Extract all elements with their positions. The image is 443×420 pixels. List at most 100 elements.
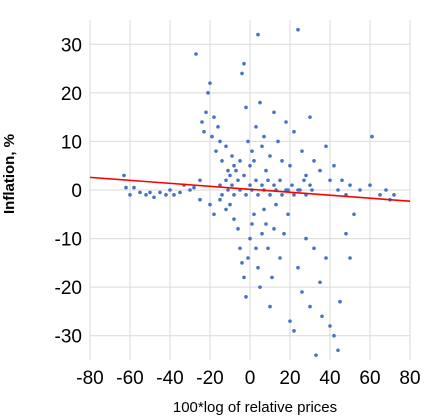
data-point <box>348 183 352 187</box>
data-point <box>232 193 236 197</box>
data-point <box>312 159 316 163</box>
data-point <box>290 183 294 187</box>
data-point <box>348 256 352 260</box>
data-point <box>158 190 162 195</box>
data-point <box>232 163 236 168</box>
data-point <box>224 207 228 212</box>
data-point <box>238 159 242 163</box>
data-point <box>230 183 234 187</box>
data-point <box>274 202 278 207</box>
data-point <box>132 185 136 190</box>
data-point <box>220 159 224 163</box>
data-point <box>260 144 264 149</box>
data-point <box>254 178 258 183</box>
data-point <box>128 193 132 197</box>
data-point <box>198 197 202 202</box>
data-point <box>138 190 142 195</box>
data-point <box>336 188 340 192</box>
data-point <box>272 110 276 115</box>
data-point <box>340 178 344 183</box>
data-point <box>332 163 336 168</box>
data-point <box>218 183 222 187</box>
x-tick-labels: -80 -60 -40 -20 0 20 40 60 80 <box>76 368 420 389</box>
data-point <box>338 299 342 304</box>
data-point <box>224 178 228 183</box>
data-point <box>288 163 292 168</box>
data-point <box>218 139 222 144</box>
data-point <box>192 185 196 190</box>
y-tick-label: -30 <box>55 327 82 348</box>
data-point <box>262 207 266 212</box>
y-tick-labels: 30 20 10 0 -10 -20 -30 <box>55 35 82 347</box>
x-tick-label: -20 <box>196 368 223 389</box>
data-point <box>264 168 268 173</box>
data-point <box>272 183 276 187</box>
data-point <box>212 115 216 119</box>
data-point <box>172 193 176 197</box>
y-tick-label: 10 <box>61 132 82 153</box>
data-point <box>198 178 202 183</box>
data-point <box>236 227 240 231</box>
data-point <box>242 61 246 66</box>
data-point <box>212 212 216 217</box>
data-point <box>214 149 218 153</box>
data-point <box>232 217 236 221</box>
x-tick-label: -60 <box>116 368 143 389</box>
data-point <box>210 134 214 139</box>
data-point <box>208 202 212 207</box>
data-point <box>234 168 238 173</box>
x-tick-label: 40 <box>319 368 340 389</box>
data-point <box>188 188 192 192</box>
data-point <box>336 348 340 353</box>
x-tick-label: 0 <box>245 368 256 389</box>
data-point <box>302 178 306 183</box>
data-point <box>144 193 148 197</box>
data-point <box>324 144 328 149</box>
data-point <box>286 188 290 192</box>
data-point <box>308 183 312 187</box>
data-point <box>208 81 212 85</box>
data-point <box>168 188 172 192</box>
data-point <box>246 256 250 260</box>
data-point <box>244 295 248 299</box>
data-point <box>122 173 126 178</box>
data-point <box>258 100 262 105</box>
data-point <box>332 333 336 338</box>
data-point <box>292 329 296 333</box>
data-point <box>240 71 244 76</box>
data-point <box>124 185 128 190</box>
data-point <box>300 149 304 153</box>
data-point <box>378 193 382 197</box>
data-point <box>352 212 356 217</box>
data-point <box>270 275 274 280</box>
data-point <box>370 134 374 139</box>
data-point <box>296 27 300 32</box>
data-point <box>218 197 222 202</box>
data-point <box>268 154 272 158</box>
data-point <box>244 193 248 197</box>
x-axis-label: 100*log of relative prices <box>173 399 337 416</box>
data-point <box>282 231 286 236</box>
data-point <box>320 314 324 319</box>
data-point <box>278 178 282 183</box>
data-point <box>280 159 284 163</box>
data-point <box>358 188 362 192</box>
data-point <box>296 265 300 270</box>
data-point <box>304 173 308 178</box>
data-point <box>204 110 208 115</box>
data-point <box>310 188 314 192</box>
data-point <box>308 304 312 309</box>
data-point <box>254 125 258 129</box>
data-point <box>328 324 332 328</box>
data-point <box>268 193 272 197</box>
data-point <box>258 285 262 289</box>
data-point <box>250 222 254 226</box>
data-point <box>220 193 224 197</box>
data-point <box>392 193 396 197</box>
data-point <box>228 202 232 207</box>
y-tick-label: -10 <box>55 230 82 251</box>
x-tick-label: -40 <box>156 368 183 389</box>
data-point <box>304 236 308 241</box>
x-tick-label: -80 <box>76 368 103 389</box>
data-point <box>256 193 260 197</box>
